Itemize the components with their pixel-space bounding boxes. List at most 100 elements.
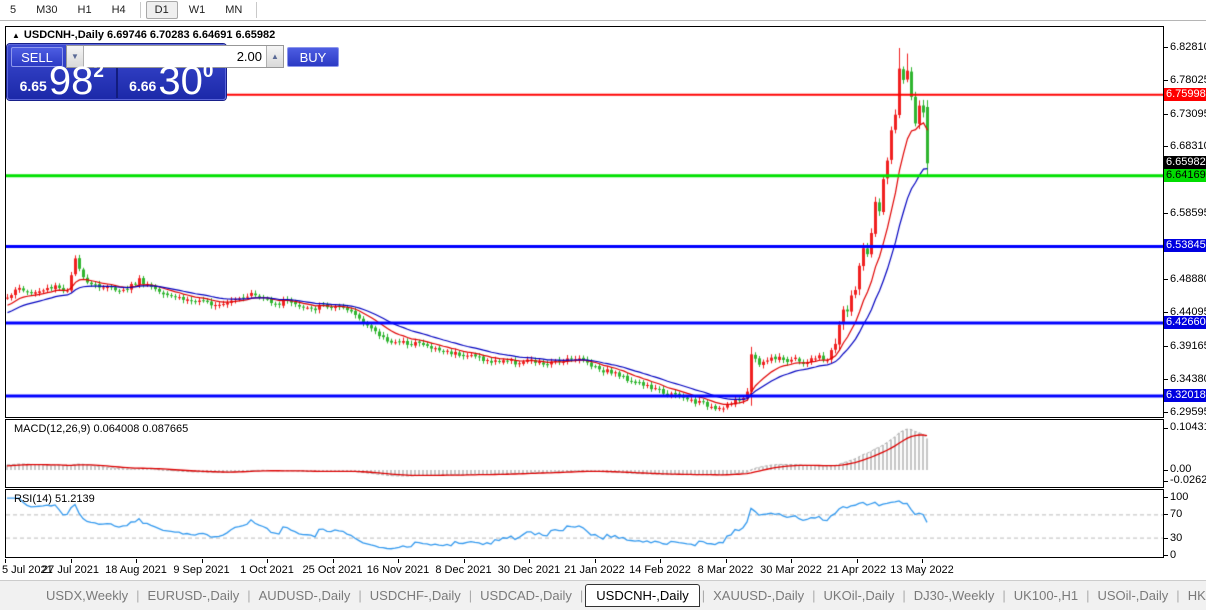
tab-separator: | xyxy=(468,588,473,603)
chart-tab-usdcnh-daily[interactable]: USDCNH-,Daily xyxy=(585,584,700,607)
chart-tab-usoil-daily[interactable]: USOil-,Daily xyxy=(1097,588,1169,603)
date-axis-label: 1 Oct 2021 xyxy=(240,564,294,576)
timeframe-button-w1[interactable]: W1 xyxy=(188,4,206,16)
sell-price[interactable]: 6.65 98 2 xyxy=(8,61,116,101)
chart-tab-hk50-i[interactable]: HK50-,I xyxy=(1187,588,1206,603)
price-axis-label: 6.73095 xyxy=(1164,108,1206,120)
sell-button[interactable]: SELL xyxy=(11,47,63,67)
price-line-badge: 6.64169 xyxy=(1164,168,1206,182)
timeframe-button-m30[interactable]: M30 xyxy=(36,4,58,16)
chart-tab-ukoil-daily[interactable]: UKOil-,Daily xyxy=(823,588,895,603)
date-axis-label: 30 Dec 2021 xyxy=(497,564,561,576)
date-axis-label: 8 Dec 2021 xyxy=(435,564,492,576)
date-axis-tick xyxy=(136,559,137,563)
tab-separator: | xyxy=(136,588,140,603)
macd-axis-label: 0.00 xyxy=(1164,464,1191,475)
chart-tab-uk100-h1[interactable]: UK100-,H1 xyxy=(1013,588,1079,603)
macd-pane: MACD(12,26,9) 0.064008 0.087665 xyxy=(5,419,1164,488)
axis-tick xyxy=(1164,411,1168,413)
axis-tick xyxy=(1164,113,1168,115)
volume-increment-icon[interactable]: ▲ xyxy=(266,46,283,67)
date-axis-tick xyxy=(463,559,465,563)
price-line-badge: 6.42660 xyxy=(1164,316,1206,330)
date-axis-label: 30 Mar 2022 xyxy=(760,564,822,576)
price-axis-label: 6.82810 xyxy=(1164,41,1206,53)
buy-button[interactable]: BUY xyxy=(287,47,339,67)
tab-separator: | xyxy=(579,588,584,603)
price-line-badge: 6.32018 xyxy=(1164,389,1206,403)
chart-tab-eurusd-daily[interactable]: EURUSD-,Daily xyxy=(147,588,240,603)
volume-decrement-icon[interactable]: ▼ xyxy=(67,46,84,67)
date-axis-tick xyxy=(725,559,727,563)
price-axis-label: 6.39165 xyxy=(1164,340,1206,352)
rsi-axis-label: 100 xyxy=(1164,491,1188,503)
axis-tick xyxy=(1164,378,1168,380)
price-axis-label: 6.29595 xyxy=(1164,406,1206,418)
axis-tick xyxy=(1164,514,1168,516)
chart-title-text: USDCNH-,Daily 6.69746 6.70283 6.64691 6.… xyxy=(23,29,276,41)
date-axis-label: 14 Feb 2022 xyxy=(629,564,691,576)
date-axis-tick xyxy=(791,559,792,563)
date-axis-label: 13 May 2022 xyxy=(890,564,954,576)
axis-tick xyxy=(1164,470,1168,471)
date-axis-tick xyxy=(5,559,6,563)
axis-tick xyxy=(1164,47,1168,48)
timeframe-button-5[interactable]: 5 xyxy=(10,4,17,16)
macd-canvas[interactable] xyxy=(6,420,1163,487)
buy-price-small: 6.66 xyxy=(129,78,157,94)
price-axis-label: 6.63525 xyxy=(1164,173,1206,185)
price-pane: ▲ USDCNH-,Daily 6.69746 6.70283 6.64691 6… xyxy=(5,26,1164,418)
chart-tab-xauusd-daily[interactable]: XAUUSD-,Daily xyxy=(713,588,805,603)
toolbar-separator xyxy=(139,2,141,18)
chart-area: ▲ USDCNH-,Daily 6.69746 6.70283 6.64691 6… xyxy=(0,21,1206,580)
volume-input[interactable] xyxy=(84,46,266,67)
price-axis-label: 6.34380 xyxy=(1164,373,1206,385)
price-axis-label: 6.58595 xyxy=(1164,207,1206,219)
timeframe-toolbar: 5 M30 H1 H4 D1 W1 MN xyxy=(0,0,1206,21)
chart-tab-dj30-weekly[interactable]: DJ30-,Weekly xyxy=(913,588,995,603)
axis-tick xyxy=(1164,179,1168,181)
date-axis-tick xyxy=(922,559,923,563)
chart-tab-bar: USDX,Weekly | EURUSD-,Daily | AUDUSD-,Daily |… xyxy=(0,580,1206,610)
axis-tick xyxy=(1164,146,1168,148)
tab-separator: | xyxy=(1086,588,1090,603)
timeframe-button-d1[interactable]: D1 xyxy=(145,1,178,19)
axis-tick xyxy=(1164,312,1168,314)
date-axis-label: 21 Apr 2022 xyxy=(826,564,887,576)
volume-stepper: ▼ ▲ xyxy=(66,45,284,68)
chart-tab-usdcad-daily[interactable]: USDCAD-,Daily xyxy=(480,588,572,603)
date-axis-tick xyxy=(332,559,334,563)
date-axis-tick xyxy=(660,559,661,563)
price-line-badge: 6.53845 xyxy=(1164,239,1206,253)
buy-price[interactable]: 6.66 30 0 xyxy=(118,59,226,103)
price-axis-label: 6.68310 xyxy=(1164,140,1206,152)
timeframe-button-mn[interactable]: MN xyxy=(225,4,243,16)
date-axis-label: 16 Nov 2021 xyxy=(366,564,430,576)
rsi-canvas[interactable] xyxy=(6,490,1163,557)
macd-axis-label: 0.104313 xyxy=(1164,422,1206,433)
collapse-panel-icon[interactable]: ▲ xyxy=(12,31,20,40)
rsi-axis-label: 30 xyxy=(1164,532,1182,544)
chart-tab-audusd-daily[interactable]: AUDUSD-,Daily xyxy=(258,588,351,603)
buy-price-big: 30 xyxy=(158,59,203,103)
macd-axis-label: -0.026249 xyxy=(1164,474,1206,486)
date-axis-tick xyxy=(398,559,399,563)
date-axis-tick xyxy=(201,559,203,563)
axis-tick xyxy=(1164,79,1168,81)
axis-tick xyxy=(1164,428,1168,429)
axis-tick xyxy=(1164,346,1168,348)
axis-tick xyxy=(1164,480,1168,482)
chart-tab-usdx-weekly[interactable]: USDX,Weekly xyxy=(46,588,129,603)
chart-tab-usdchf-daily[interactable]: USDCHF-,Daily xyxy=(369,588,461,603)
date-axis-label: 21 Jan 2022 xyxy=(564,564,625,576)
toolbar-separator xyxy=(256,2,258,18)
price-line-badge: 6.75998 xyxy=(1164,87,1206,101)
timeframe-button-h1[interactable]: H1 xyxy=(77,4,92,16)
axis-tick xyxy=(1164,497,1168,498)
timeframe-button-h4[interactable]: H4 xyxy=(111,4,126,16)
tab-separator: | xyxy=(358,588,362,603)
tab-separator: | xyxy=(701,588,706,603)
sell-price-small: 6.65 xyxy=(19,78,47,94)
tab-separator: | xyxy=(1176,588,1180,603)
